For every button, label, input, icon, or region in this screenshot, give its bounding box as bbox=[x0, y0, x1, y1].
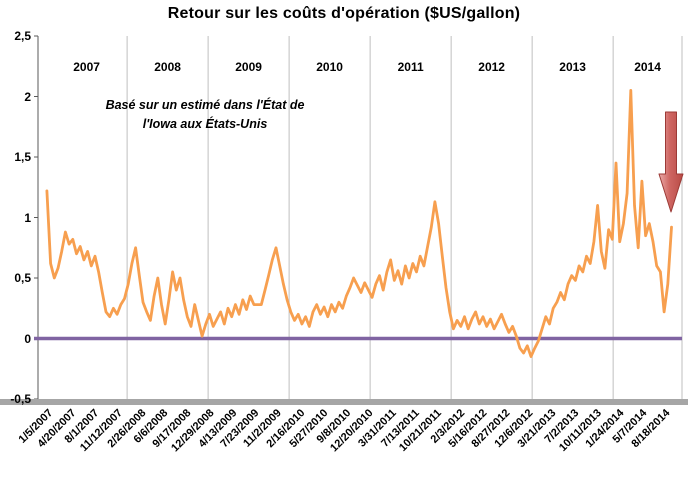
data-series-line bbox=[45, 89, 673, 359]
y-tick-label: 0 bbox=[24, 331, 31, 346]
y-tick-label: 0,5 bbox=[14, 271, 31, 285]
chart-annotation: Basé sur un estimé dans l'État de l'Iowa… bbox=[65, 96, 345, 134]
year-label: 2013 bbox=[559, 60, 586, 74]
annotation-line-2: l'Iowa aux États-Unis bbox=[142, 117, 268, 131]
year-label: 2008 bbox=[154, 60, 181, 74]
y-tick-label: 1,5 bbox=[14, 150, 31, 164]
year-label: 2009 bbox=[235, 60, 262, 74]
year-label: 2011 bbox=[397, 60, 424, 74]
year-label: 2010 bbox=[316, 60, 343, 74]
y-tick-label: 1 bbox=[24, 210, 31, 225]
y-tick-label: 2 bbox=[24, 89, 31, 104]
year-label: 2012 bbox=[478, 60, 505, 74]
year-label: 2007 bbox=[73, 60, 100, 74]
annotation-line-1: Basé sur un estimé dans l'État de bbox=[105, 98, 305, 112]
y-tick-label: 2,5 bbox=[14, 29, 31, 43]
y-tick-label: -0,5 bbox=[10, 392, 31, 406]
chart-title: Retour sur les coûts d'opération ($US/ga… bbox=[167, 5, 521, 22]
year-label: 2014 bbox=[634, 60, 661, 74]
trend-down-arrow-icon bbox=[658, 111, 684, 213]
